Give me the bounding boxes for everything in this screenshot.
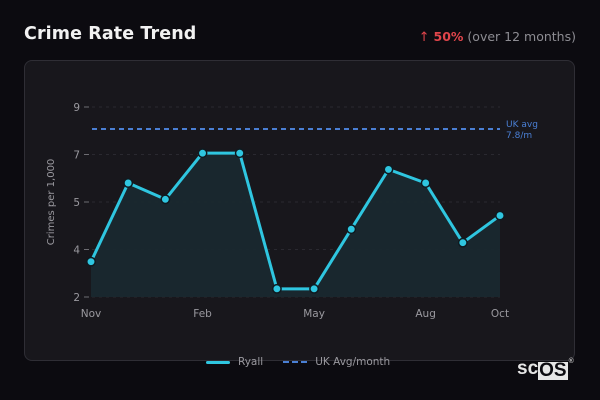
data-point-nov[interactable] bbox=[86, 256, 96, 267]
data-point-aug[interactable] bbox=[420, 178, 431, 188]
legend-item-uk-avg[interactable]: UK Avg/month bbox=[283, 356, 390, 368]
y-tick-label: 9 bbox=[73, 102, 80, 114]
change-percent: 50% bbox=[433, 29, 464, 44]
dashed-line-icon bbox=[283, 361, 308, 363]
x-axis: Nov Feb May Aug Oct bbox=[81, 308, 509, 320]
legend-label: Ryall bbox=[238, 356, 264, 368]
y-tick-label: 4 bbox=[73, 245, 80, 257]
legend: Ryall UK Avg/month bbox=[206, 354, 410, 370]
x-tick-label: Oct bbox=[491, 308, 509, 320]
y-axis: 9 7 5 4 2 bbox=[73, 102, 89, 304]
x-tick-label: Aug bbox=[415, 308, 436, 320]
x-tick-label: May bbox=[303, 308, 325, 320]
legend-label: UK Avg/month bbox=[315, 356, 391, 368]
data-point-may[interactable] bbox=[309, 283, 320, 294]
data-point-jan[interactable] bbox=[160, 194, 171, 205]
data-point-dec[interactable] bbox=[123, 178, 134, 188]
ryall-area-fill bbox=[91, 153, 500, 297]
x-tick-label: Feb bbox=[193, 308, 212, 320]
arrow-up-icon: ↑ bbox=[418, 30, 430, 45]
data-point-jun[interactable] bbox=[346, 224, 357, 235]
ryall-line bbox=[89, 151, 501, 291]
solid-line-icon bbox=[206, 360, 230, 364]
legend-item-ryall[interactable]: Ryall bbox=[206, 356, 263, 368]
data-point-sep[interactable] bbox=[457, 237, 468, 248]
uk-avg-value: 7.8/m bbox=[506, 131, 532, 141]
change-period: (over 12 months) bbox=[467, 29, 576, 44]
data-point-oct[interactable] bbox=[495, 210, 505, 221]
data-points bbox=[86, 148, 505, 294]
x-tick-label: Nov bbox=[81, 308, 102, 320]
y-tick-label: 5 bbox=[73, 197, 80, 209]
y-axis-title: Crimes per 1,000 bbox=[46, 159, 57, 246]
data-point-jul[interactable] bbox=[383, 164, 394, 175]
data-point-apr[interactable] bbox=[271, 283, 282, 294]
data-point-mar[interactable] bbox=[234, 148, 245, 159]
page-title: Crime Rate Trend bbox=[24, 24, 197, 44]
y-tick-label: 7 bbox=[73, 150, 80, 162]
data-point-feb[interactable] bbox=[197, 148, 208, 159]
change-indicator: ↑ 50% (over 12 months) bbox=[419, 29, 576, 45]
uk-avg-label: UK avg bbox=[506, 120, 538, 130]
scos-logo: sc OS ® bbox=[517, 358, 574, 381]
y-tick-label: 2 bbox=[73, 292, 80, 304]
